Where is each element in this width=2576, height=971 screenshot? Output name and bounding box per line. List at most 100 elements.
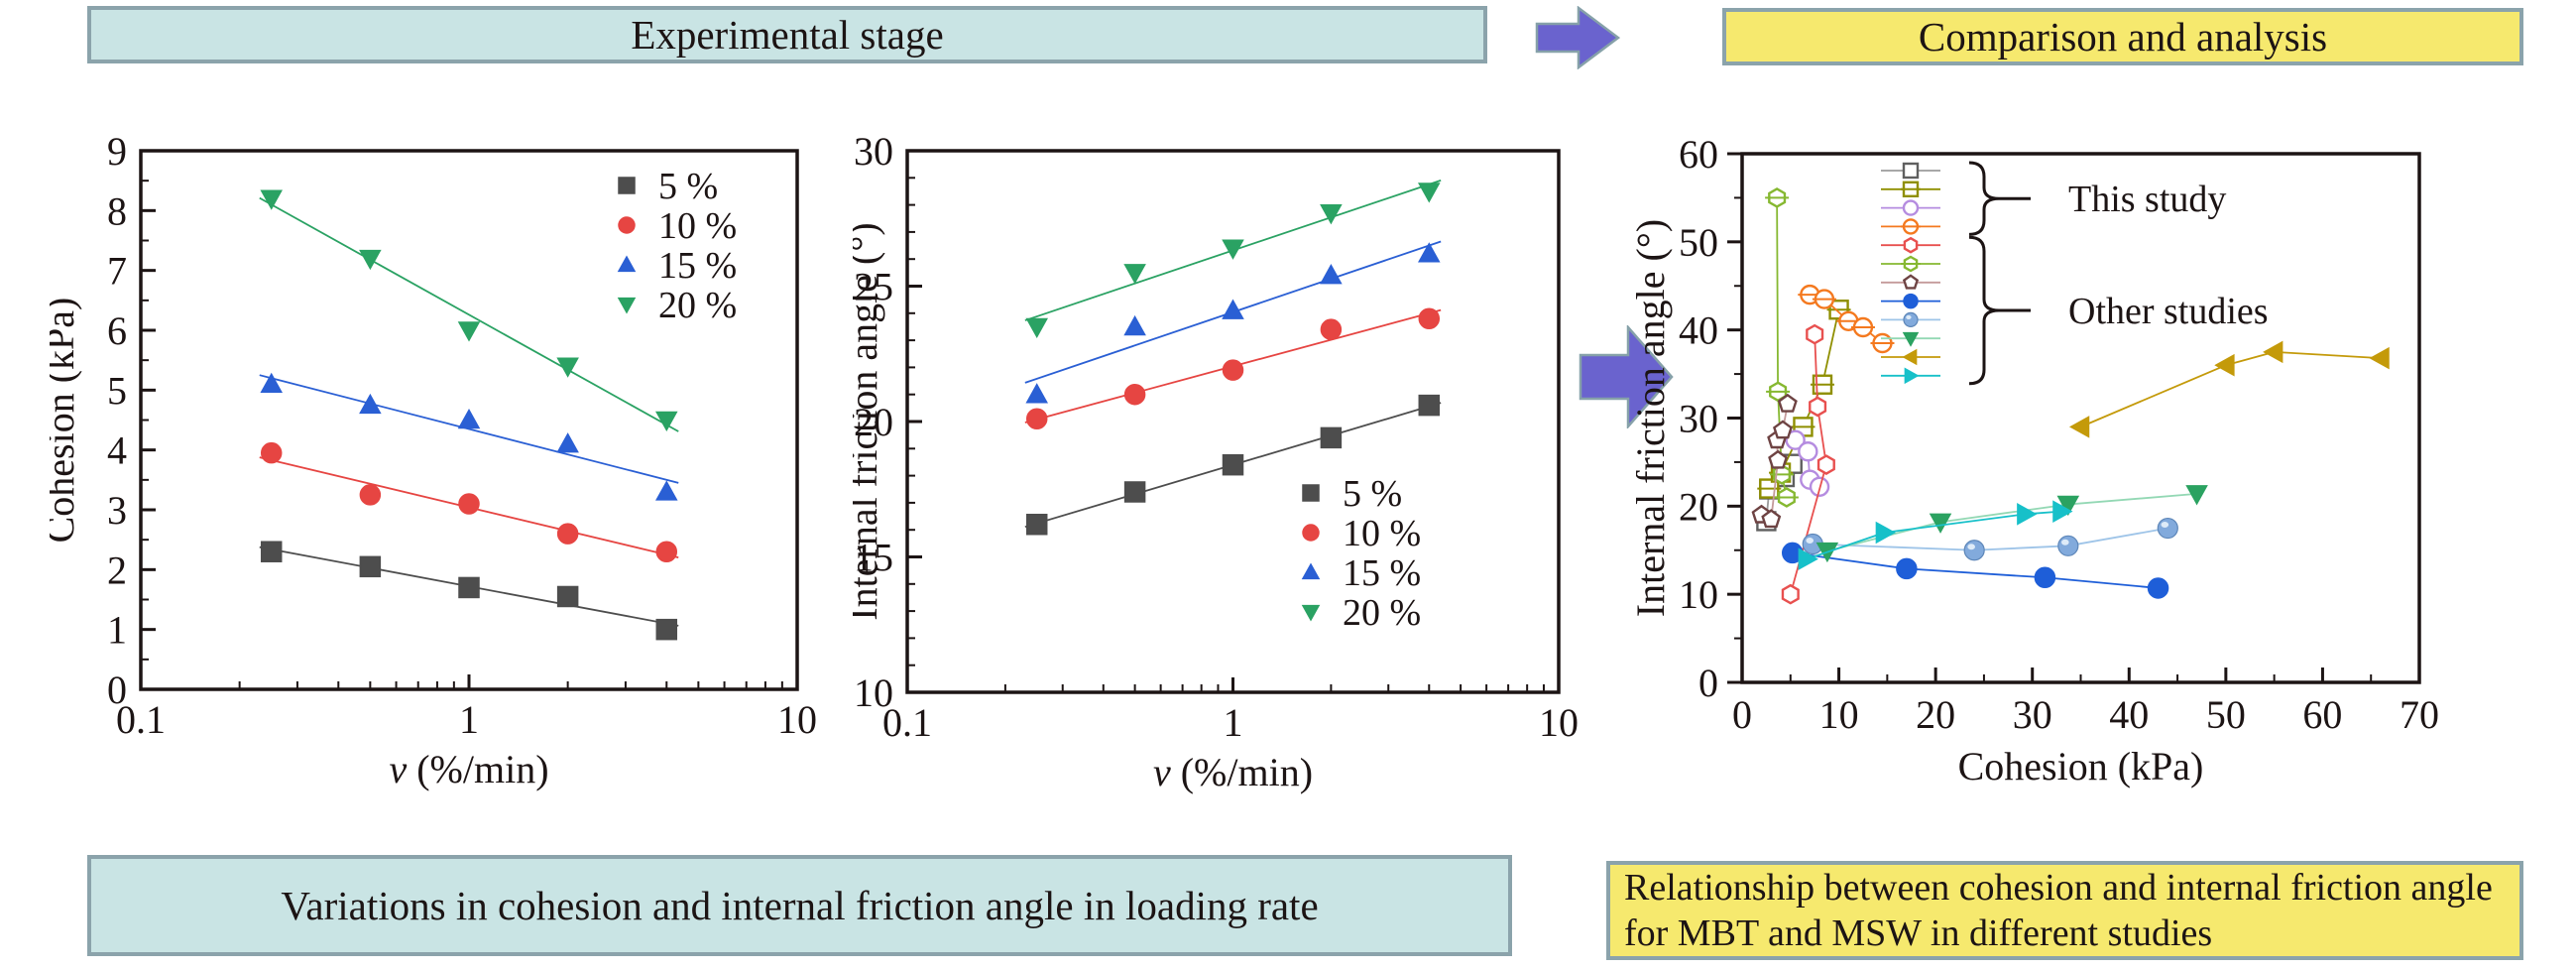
- comparison-chart: 0 10 20 30 40 50 60 70 0 10 20 30 40 50 60 Cohesion (kP…: [1628, 109, 2509, 848]
- right-caption-box: Relationship between cohesion and intern…: [1606, 861, 2523, 960]
- axis-ticks: [139, 149, 799, 691]
- plot-frame: [905, 149, 1561, 694]
- series-other-studies-8: [1802, 517, 2178, 561]
- series-5--0: [1024, 394, 1442, 536]
- svg-text:50: 50: [1679, 220, 1718, 265]
- comparison-chart-svg: 0 10 20 30 40 50 60 70 0 10 20 30 40 50 60 Cohesion (kP…: [1628, 132, 2439, 789]
- x-axis-label: v (%/min): [389, 747, 548, 791]
- svg-text:0.1: 0.1: [116, 697, 166, 742]
- series-15--2: [1024, 240, 1442, 404]
- svg-text:5 %: 5 %: [1343, 473, 1402, 515]
- svg-text:30: 30: [1679, 397, 1718, 441]
- friction-angle-vs-loading-rate: 0.1 1 10 10 15 20 25 30 v (%/min) Internal fricti…: [841, 129, 1579, 794]
- svg-text:0: 0: [1732, 692, 1752, 737]
- axis-tick-labels: 0 10 20 30 40 50 60 70 0 10 20 30 40 50 60: [1679, 132, 2439, 737]
- svg-text:1: 1: [1224, 700, 1243, 745]
- y-axis-label: Cohesion (kPa): [50, 298, 82, 544]
- x-axis-label: Cohesion (kPa): [1958, 744, 2204, 789]
- svg-text:0: 0: [107, 668, 127, 712]
- series-this-study-3: [1798, 284, 1895, 354]
- svg-text:0.1: 0.1: [882, 700, 932, 745]
- series-other-studies-10: [2068, 340, 2390, 438]
- friction-angle-vs-cohesion-comparison: 0 10 20 30 40 50 60 70 0 10 20 30 40 50 60 Cohesion (kP…: [1628, 132, 2439, 789]
- svg-text:10 %: 10 %: [658, 205, 737, 247]
- svg-text:20 %: 20 %: [658, 285, 737, 326]
- legend-group-label: Other studies: [2068, 291, 2269, 332]
- svg-text:10: 10: [777, 697, 817, 742]
- svg-text:5 %: 5 %: [658, 166, 718, 207]
- svg-text:9: 9: [107, 129, 127, 174]
- svg-text:10: 10: [1679, 572, 1718, 617]
- flow-arrow-top-icon: [1535, 6, 1620, 69]
- svg-text:20 %: 20 %: [1343, 592, 1421, 634]
- series-other-studies-11: [1798, 500, 2073, 570]
- series-other-studies-6: [1751, 393, 1798, 529]
- comparison-analysis-box: Comparison and analysis: [1722, 8, 2523, 65]
- axis-tick-labels: 0.1 1 10 0 1 2 3 4 5 6 7 8 9: [107, 129, 817, 742]
- svg-text:20: 20: [1916, 692, 1955, 737]
- experimental-stage-box: Experimental stage: [87, 6, 1487, 63]
- svg-text:4: 4: [107, 428, 127, 473]
- svg-text:0: 0: [1698, 661, 1718, 705]
- svg-text:8: 8: [107, 188, 127, 233]
- cohesion-rate-chart-svg: 0.1 1 10 0 1 2 3 4 5 6 7 8 9 v (%/min) Cohesion (kPa) 5…: [38, 129, 817, 791]
- svg-text:10: 10: [854, 670, 893, 715]
- left-caption-box: Variations in cohesion and internal fric…: [87, 855, 1512, 956]
- series-other-studies-5: [1765, 187, 1799, 508]
- svg-text:25: 25: [854, 265, 893, 309]
- series-15--2: [259, 372, 679, 501]
- left-caption-label: Variations in cohesion and internal fric…: [281, 882, 1319, 928]
- comparison-analysis-label: Comparison and analysis: [1918, 14, 2328, 60]
- series-20--3: [259, 189, 679, 432]
- svg-text:20: 20: [1679, 484, 1718, 529]
- friction-rate-chart-svg: 0.1 1 10 10 15 20 25 30 v (%/min) Internal fricti…: [841, 129, 1579, 794]
- series-other-studies-4: [1781, 323, 1835, 605]
- svg-text:60: 60: [2302, 692, 2342, 737]
- svg-text:30: 30: [2013, 692, 2052, 737]
- series-other-studies-9: [1815, 485, 2208, 563]
- svg-text:15 %: 15 %: [1343, 552, 1421, 594]
- svg-text:30: 30: [854, 129, 893, 174]
- svg-text:15: 15: [854, 536, 893, 580]
- series-20--3: [1024, 180, 1442, 338]
- svg-text:20: 20: [854, 400, 893, 444]
- plot-frame: [1740, 152, 2421, 684]
- svg-text:3: 3: [107, 488, 127, 533]
- svg-text:2: 2: [107, 547, 127, 592]
- svg-text:1: 1: [107, 608, 127, 653]
- series-other-studies-7: [1781, 542, 2169, 599]
- series-this-study-2: [1785, 429, 1830, 497]
- legend: 5 %10 %15 %20 %: [617, 166, 737, 326]
- svg-text:40: 40: [1679, 308, 1718, 353]
- experimental-stage-label: Experimental stage: [631, 12, 944, 58]
- svg-text:1: 1: [459, 697, 479, 742]
- y-axis-label: Internal friction angle (°): [1636, 219, 1673, 617]
- axis-tick-labels: 0.1 1 10 10 15 20 25 30: [854, 129, 1579, 745]
- friction-rate-chart: 0.1 1 10 10 15 20 25 30 v (%/min) Internal fricti…: [841, 94, 1606, 803]
- legend-bracketed: This study Other studies: [1881, 161, 2269, 386]
- svg-text:40: 40: [2109, 692, 2149, 737]
- svg-text:10: 10: [1819, 692, 1859, 737]
- cohesion-rate-chart: 0.1 1 10 0 1 2 3 4 5 6 7 8 9 v (%/min) Cohesion (kPa) 5…: [38, 94, 833, 803]
- svg-text:15 %: 15 %: [658, 245, 737, 287]
- series-5--0: [259, 541, 679, 641]
- svg-text:7: 7: [107, 249, 127, 294]
- legend-group-label: This study: [2068, 179, 2226, 220]
- svg-text:10: 10: [1539, 700, 1579, 745]
- svg-text:60: 60: [1679, 132, 1718, 177]
- y-axis-label: Internal friction angle (°): [853, 222, 885, 620]
- legend: 5 %10 %15 %20 %: [1301, 473, 1421, 634]
- right-caption-label: Relationship between cohesion and intern…: [1624, 866, 2493, 954]
- axis-ticks: [1727, 152, 2421, 684]
- svg-text:50: 50: [2206, 692, 2246, 737]
- x-axis-label: v (%/min): [1153, 750, 1313, 794]
- svg-text:5: 5: [107, 368, 127, 413]
- cohesion-vs-loading-rate: 0.1 1 10 0 1 2 3 4 5 6 7 8 9 v (%/min) Cohesion (kPa) 5…: [38, 129, 817, 791]
- axis-ticks: [905, 149, 1561, 694]
- series-10--1: [1024, 307, 1442, 430]
- series-this-study-1: [1757, 300, 1851, 499]
- svg-text:10 %: 10 %: [1343, 513, 1421, 554]
- svg-text:70: 70: [2400, 692, 2439, 737]
- series-10--1: [259, 441, 679, 562]
